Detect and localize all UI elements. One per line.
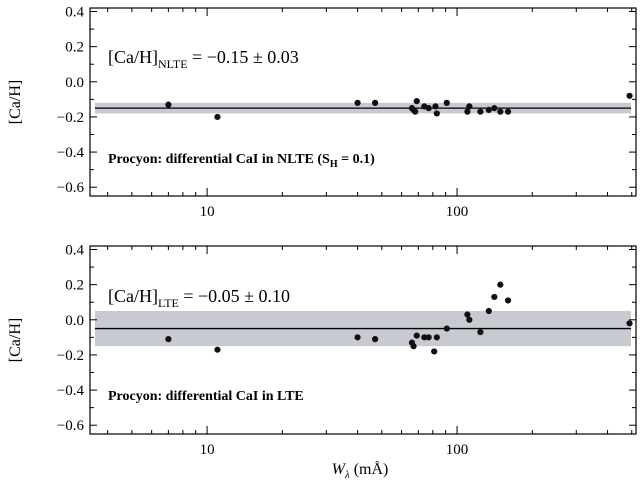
data-point <box>443 99 450 106</box>
data-point <box>425 334 432 341</box>
data-point <box>412 108 419 115</box>
y-tick-label: 0.4 <box>65 5 84 21</box>
data-point <box>477 328 484 336</box>
data-points <box>165 92 633 121</box>
data-point <box>165 101 172 108</box>
data-point <box>433 334 440 341</box>
data-point <box>491 105 498 112</box>
panel-nlte: 0.4 0.2 0.0 −0.2 −0.4 −0.6 10 100 [Ca/H]NLTE =… <box>7 5 637 220</box>
plot-frame <box>89 245 637 435</box>
y-tick-label: 0.4 <box>65 243 84 259</box>
x-tick-label: 10 <box>200 204 215 220</box>
x-tick-label: 100 <box>446 204 469 220</box>
data-point <box>477 108 484 115</box>
y-tick-label: 0.2 <box>65 40 84 56</box>
data-point <box>432 103 439 110</box>
data-point <box>626 320 633 327</box>
data-point <box>485 106 492 114</box>
data-point <box>497 108 504 115</box>
data-point <box>504 297 512 304</box>
x-tick-label: 100 <box>446 442 469 458</box>
x-tick-label: 10 <box>200 442 215 458</box>
data-point <box>466 316 473 323</box>
data-point <box>354 99 361 106</box>
y-tick-label: −0.6 <box>57 180 85 196</box>
x-axis-ticks: 10 100 <box>107 246 633 458</box>
y-axis-label: [Ca/H] <box>7 318 24 362</box>
y-tick-label: 0.0 <box>65 313 84 329</box>
data-point <box>354 334 361 341</box>
data-point <box>485 307 492 315</box>
x-axis-label: Wλ (mÅ) <box>332 460 389 481</box>
data-point <box>497 281 504 288</box>
result-annotation: [Ca/H]LTE = −0.05 ± 0.10 <box>108 286 290 310</box>
data-point <box>431 348 438 355</box>
plot-frame <box>89 7 637 197</box>
data-point <box>413 98 420 105</box>
data-points <box>165 281 633 355</box>
data-point <box>413 332 420 339</box>
result-annotation: [Ca/H]NLTE = −0.15 ± 0.03 <box>108 47 299 71</box>
data-point <box>425 105 432 112</box>
x-axis-ticks: 10 100 <box>107 8 633 220</box>
data-point <box>626 92 633 99</box>
y-tick-label: −0.4 <box>57 145 85 161</box>
panel-label: Procyon: differential CaI in LTE <box>108 389 304 404</box>
panel-lte: 0.4 0.2 0.0 −0.2 −0.4 −0.6 10 100 [Ca/H]LTE = … <box>7 243 637 481</box>
data-point <box>504 108 512 115</box>
data-point <box>371 336 379 343</box>
data-point <box>371 99 379 106</box>
data-point <box>433 110 440 117</box>
y-tick-label: −0.2 <box>57 348 84 364</box>
panel-label: Procyon: differential CaI in NLTE (SH = … <box>108 152 375 170</box>
data-point <box>466 103 473 110</box>
y-tick-label: 0.0 <box>65 75 84 91</box>
data-point <box>443 325 450 332</box>
data-point <box>464 311 471 318</box>
y-tick-label: 0.2 <box>65 278 84 294</box>
y-tick-label: −0.2 <box>57 110 84 126</box>
y-tick-label: −0.4 <box>57 383 85 399</box>
y-axis-ticks: 0.4 0.2 0.0 −0.2 −0.4 −0.6 <box>57 243 636 434</box>
data-point <box>165 336 172 343</box>
y-axis-label: [Ca/H] <box>7 80 24 124</box>
data-point <box>410 343 417 350</box>
data-point <box>214 113 221 121</box>
y-tick-label: −0.6 <box>57 418 85 434</box>
data-point <box>491 293 498 301</box>
data-point <box>421 334 428 341</box>
data-point <box>214 346 221 353</box>
data-point <box>464 108 471 115</box>
y-axis-ticks: 0.4 0.2 0.0 −0.2 −0.4 −0.6 <box>57 5 636 196</box>
